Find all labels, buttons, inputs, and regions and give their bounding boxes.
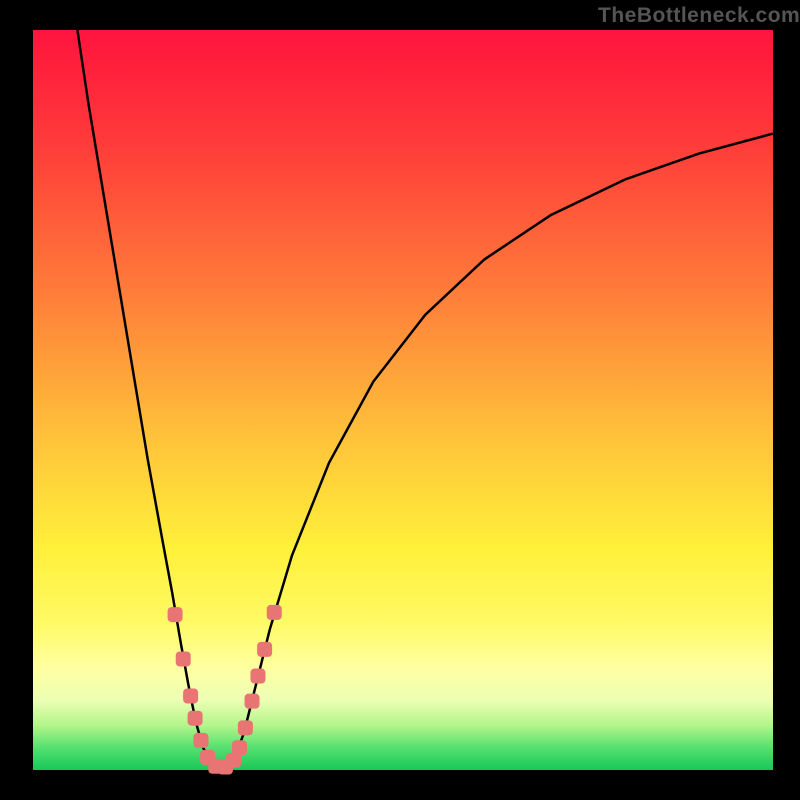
data-marker [238, 720, 253, 735]
data-marker [250, 669, 265, 684]
data-marker [267, 605, 282, 620]
marker-group [168, 605, 282, 775]
data-marker [188, 711, 203, 726]
data-marker [183, 689, 198, 704]
plot-area [33, 30, 773, 770]
data-marker [232, 740, 247, 755]
data-marker [168, 607, 183, 622]
bottleneck-curve [33, 30, 773, 770]
watermark-text: TheBottleneck.com [598, 4, 800, 28]
data-marker [193, 733, 208, 748]
data-marker [245, 694, 260, 709]
curve-right-branch [219, 134, 773, 769]
data-marker [257, 642, 272, 657]
data-marker [176, 652, 191, 667]
curve-left-branch [77, 30, 219, 769]
